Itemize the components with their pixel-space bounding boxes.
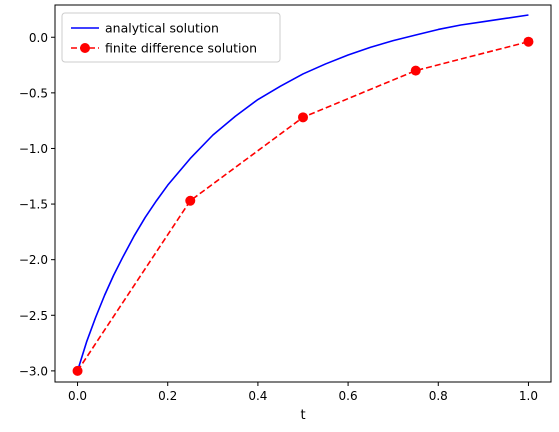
y-axis: −3.0 −2.5 −2.0 −1.5 −1.0 −0.5 0.0	[19, 31, 55, 378]
y-tick-label: −2.0	[19, 253, 48, 267]
data-point	[410, 65, 421, 76]
legend-frame	[61, 12, 281, 63]
y-tick-label: −1.5	[19, 198, 48, 212]
y-tick-label: −3.0	[19, 364, 48, 378]
y-tick-label: −2.5	[19, 309, 48, 323]
x-axis-label: t	[300, 408, 305, 423]
x-tick-label: 0.2	[158, 389, 177, 403]
series-layer	[72, 14, 534, 376]
y-tick-label: −0.5	[19, 86, 48, 100]
data-point	[72, 365, 83, 376]
x-tick-label: 0.4	[248, 389, 267, 403]
x-axis: 0.0 0.2 0.4 0.6 0.8 1.0	[68, 382, 538, 403]
data-point	[185, 195, 196, 206]
plot-frame	[54, 4, 552, 383]
legend: analytical solution finite difference so…	[61, 12, 281, 63]
x-tick-label: 0.8	[429, 389, 448, 403]
x-tick-label: 0.0	[68, 389, 87, 403]
x-tick-label: 0.6	[339, 389, 358, 403]
y-tick-label: −1.0	[19, 142, 48, 156]
legend-label-analytical: analytical solution	[105, 21, 219, 36]
data-point	[523, 36, 534, 47]
legend-label-finite-difference: finite difference solution	[105, 41, 257, 56]
y-tick-label: 0.0	[29, 31, 48, 45]
series-line-0	[76, 14, 529, 372]
x-tick-label: 1.0	[519, 389, 538, 403]
data-point	[298, 112, 308, 123]
plot-area-background	[55, 5, 551, 382]
legend-marker-finite-difference	[80, 43, 90, 53]
